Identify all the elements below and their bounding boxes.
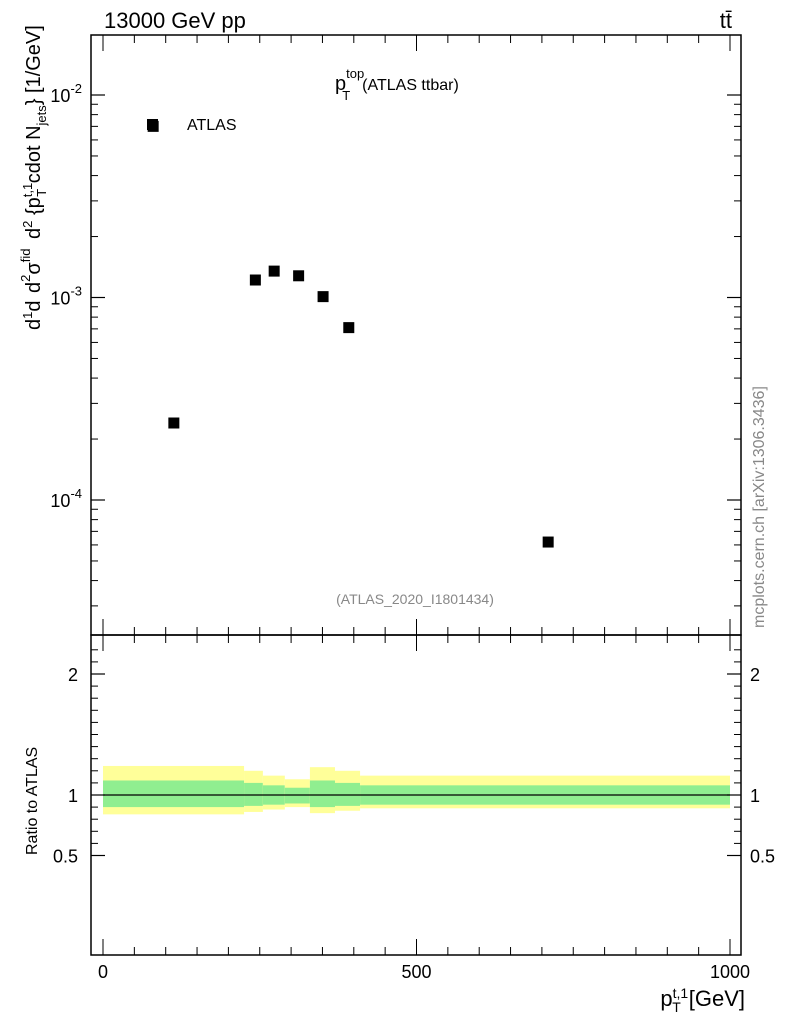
ratio-axis-ticks: 0.5 0.5 1 1 2 2 — [53, 635, 775, 955]
ratio-inner-band — [309, 780, 335, 808]
data-point-atlas — [542, 536, 554, 548]
main-y-tick-label: 10-4 — [50, 486, 82, 511]
data-point-atlas — [268, 265, 280, 277]
data-point-atlas — [249, 274, 261, 286]
plot-title-sub: T — [342, 88, 350, 103]
x-tick-label: 1000 — [710, 962, 750, 982]
svg-text:d1d d2σfid d2 {pt,: d1d d2σfid d2 {pt,1T cdot Njets} [1/GeV] — [13, 25, 49, 330]
ratio-y-tick-label-right: 0.5 — [750, 847, 775, 867]
side-label: mcplots.cern.ch [arXiv:1306.3436] — [751, 386, 768, 628]
plot-title: ptop T (ATLAS ttbar) — [335, 66, 459, 103]
ratio-inner-band — [284, 787, 310, 804]
ratio-bands — [103, 765, 730, 815]
ratio-y-tick-label: 2 — [68, 665, 78, 685]
header-right: tt̄ — [720, 8, 732, 33]
data-point-atlas — [343, 322, 355, 334]
data-point-atlas — [317, 291, 329, 303]
data-point-atlas — [293, 270, 305, 282]
legend-label: ATLAS — [187, 117, 237, 134]
ratio-y-tick-label: 1 — [68, 786, 78, 806]
ratio-inner-band — [244, 782, 263, 806]
data-point-atlas — [168, 417, 180, 429]
ratio-y-tick-label-right: 2 — [750, 665, 760, 685]
ratio-y-tick-label-right: 1 — [750, 786, 760, 806]
ratio-inner-band — [103, 780, 245, 808]
x-tick-label: 0 — [98, 962, 108, 982]
ratio-y-axis-label: Ratio to ATLAS — [24, 747, 41, 855]
x-tick-labels: 0 500 1000 — [98, 962, 750, 982]
ratio-inner-band — [334, 782, 361, 806]
main-y-tick-label: 10-3 — [50, 284, 82, 309]
main-y-tick-label: 10-2 — [50, 81, 82, 106]
main-data-points — [147, 120, 554, 548]
header-left: 13000 GeV pp — [104, 8, 246, 33]
plot-title-main: p — [335, 73, 346, 95]
legend-marker — [147, 119, 158, 130]
x-tick-label: 500 — [401, 962, 431, 982]
ratio-y-tick-label: 0.5 — [53, 847, 78, 867]
plot-title-rest: (ATLAS ttbar) — [362, 77, 459, 94]
main-y-axis-label: d1d d2σfid d2 {pt,1T cdot Njets} [1/GeV] — [13, 25, 49, 330]
analysis-tag: (ATLAS_2020_I1801434) — [336, 591, 494, 607]
plot-title-sup: top — [346, 66, 364, 81]
x-axis-label: pt,1 T [GeV] — [660, 985, 745, 1015]
main-axis-ticks: 10-2 10-3 10-4 — [50, 35, 741, 635]
